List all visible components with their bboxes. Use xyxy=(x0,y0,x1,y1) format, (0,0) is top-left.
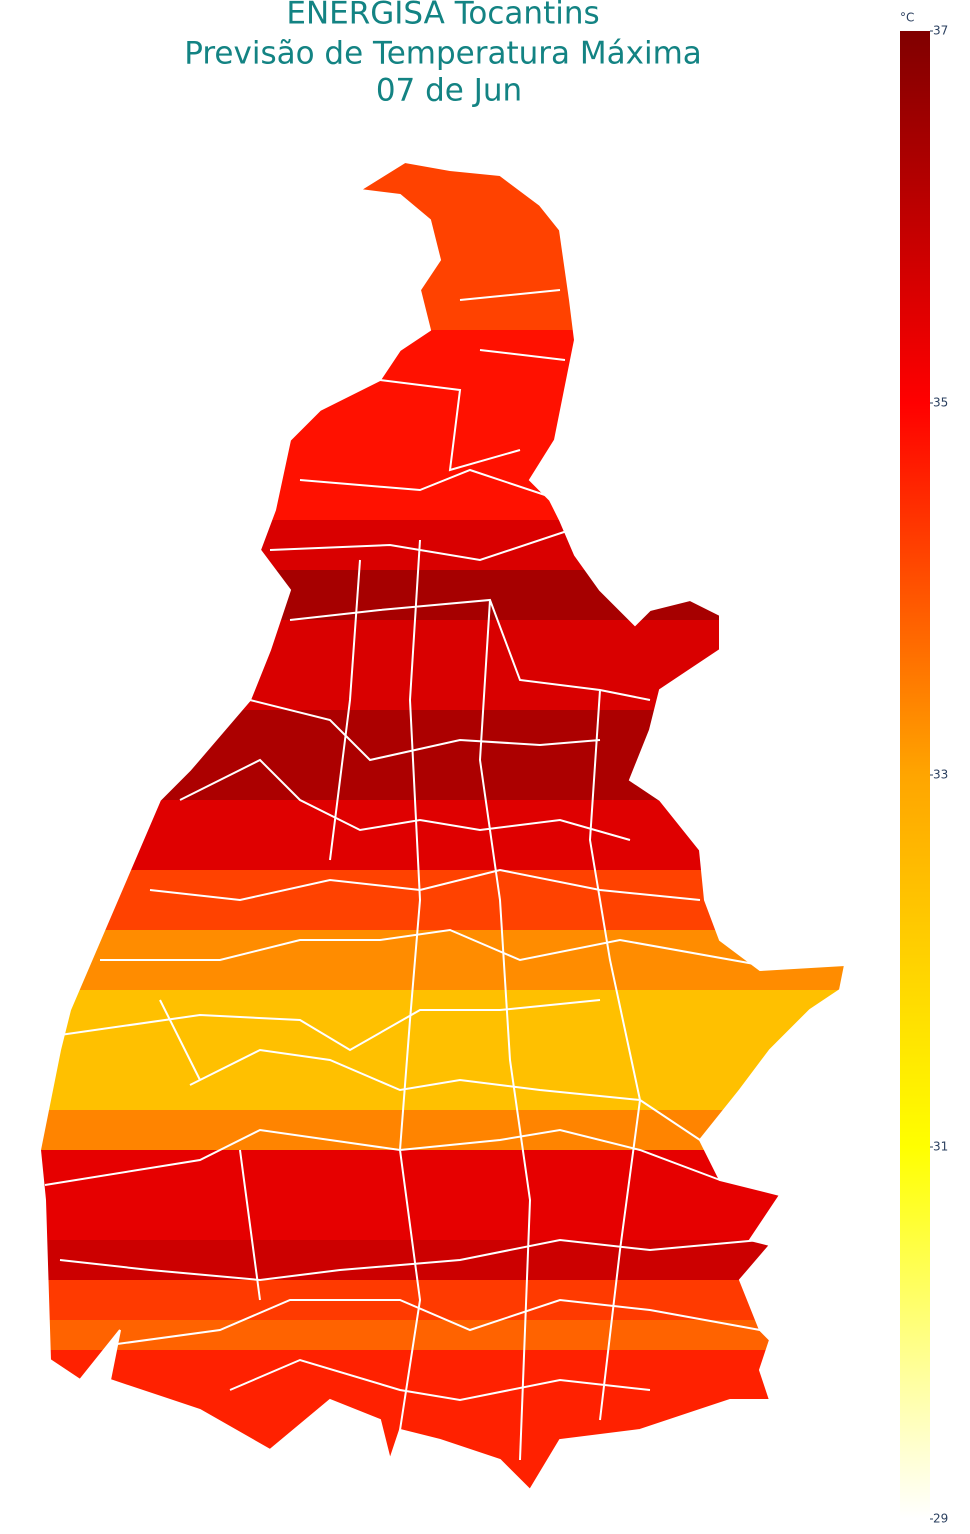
temperature-zone xyxy=(40,1240,845,1280)
title-line: ENERGISA Tocantins xyxy=(286,0,599,32)
municipal-borders xyxy=(44,289,761,1461)
temperature-zone xyxy=(40,520,845,570)
temperature-zone xyxy=(40,1280,845,1320)
temperature-zone xyxy=(40,990,845,1110)
temperature-zone xyxy=(40,1350,845,1490)
colorbar-tick-label: 29 xyxy=(933,1512,948,1526)
temperature-zone xyxy=(40,1320,845,1350)
temperature-zone xyxy=(40,570,845,620)
temperature-zone xyxy=(40,1150,845,1240)
temperature-zone xyxy=(40,330,845,520)
temperature-zone xyxy=(40,710,845,800)
colorbar-tick-label: 31 xyxy=(933,1140,948,1154)
colorbar-tick-label: 35 xyxy=(933,396,948,410)
colorbar-title: °C xyxy=(900,11,914,25)
colorbar xyxy=(900,31,930,1519)
colorbar-tick-label: 37 xyxy=(933,24,948,38)
title-line: Previsão de Temperatura Máxima xyxy=(184,36,702,72)
temperature-zone xyxy=(40,620,845,710)
temperature-zone xyxy=(40,162,845,330)
colorbar-tick-label: 33 xyxy=(933,768,948,782)
title-line: 07 de Jun xyxy=(376,73,522,109)
temperature-zone xyxy=(40,870,845,930)
